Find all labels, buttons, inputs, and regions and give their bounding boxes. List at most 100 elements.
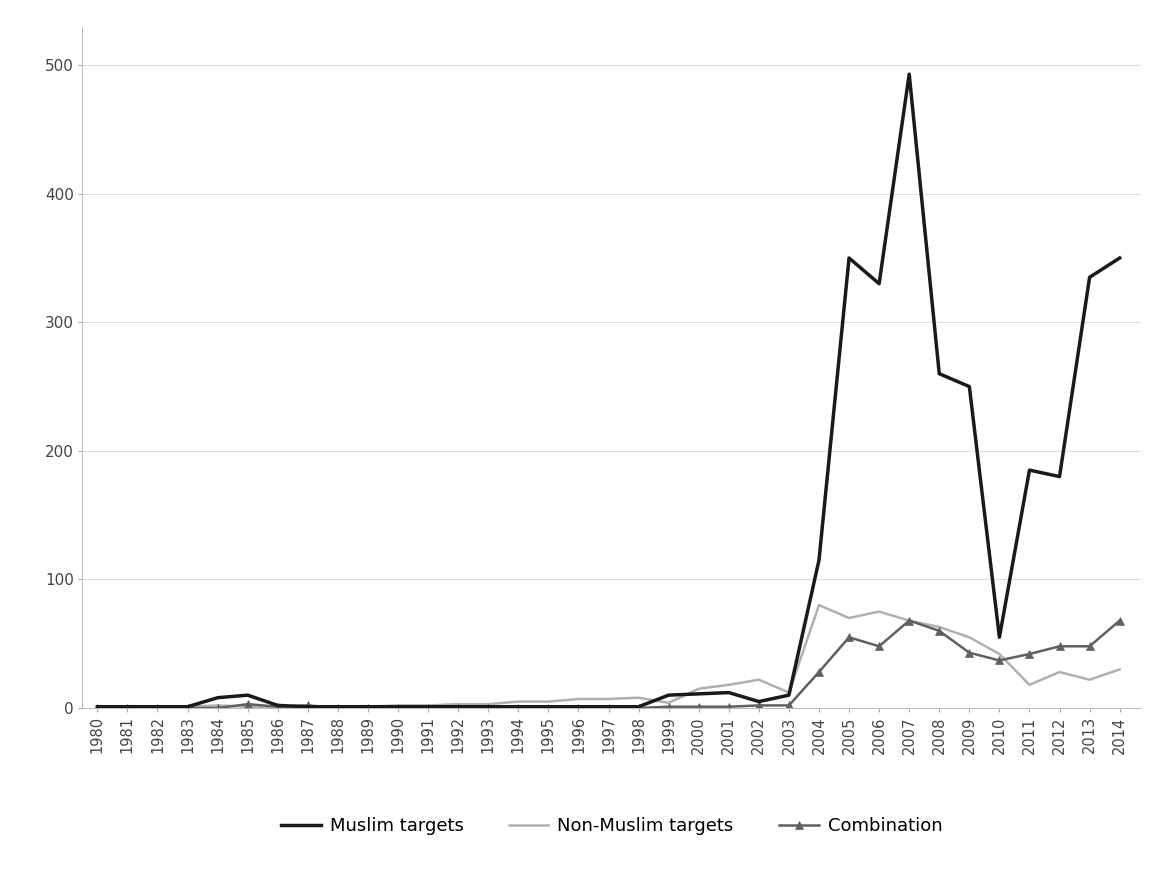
Muslim targets (91, 702, 105, 712)
Muslim targets (873, 279, 887, 289)
Combination (873, 641, 887, 651)
Non-Muslim targets (572, 694, 586, 704)
Non-Muslim targets (902, 615, 916, 626)
Non-Muslim targets (211, 700, 225, 711)
Line: Non-Muslim targets: Non-Muslim targets (98, 605, 1120, 707)
Non-Muslim targets (962, 632, 976, 643)
Non-Muslim targets (811, 600, 826, 611)
Non-Muslim targets (662, 697, 676, 708)
Non-Muslim targets (933, 621, 947, 632)
Muslim targets (962, 381, 976, 392)
Muslim targets (782, 689, 796, 700)
Non-Muslim targets (91, 702, 105, 712)
Muslim targets (270, 700, 285, 711)
Muslim targets (541, 702, 555, 712)
Muslim targets (211, 692, 225, 703)
Muslim targets (512, 702, 526, 712)
Combination (91, 703, 105, 713)
Non-Muslim targets (301, 702, 315, 712)
Combination (270, 702, 285, 712)
Line: Combination: Combination (94, 617, 1123, 712)
Combination (481, 703, 495, 713)
Muslim targets (993, 632, 1007, 643)
Non-Muslim targets (512, 696, 526, 707)
Muslim targets (390, 702, 405, 712)
Muslim targets (452, 702, 466, 712)
Non-Muslim targets (1022, 680, 1036, 690)
Non-Muslim targets (842, 612, 856, 623)
Non-Muslim targets (873, 606, 887, 617)
Muslim targets (1083, 272, 1097, 282)
Muslim targets (151, 702, 165, 712)
Non-Muslim targets (1083, 674, 1097, 685)
Muslim targets (632, 702, 646, 712)
Combination (842, 632, 856, 643)
Combination (601, 703, 615, 713)
Non-Muslim targets (452, 699, 466, 710)
Combination (1083, 641, 1097, 651)
Combination (330, 703, 345, 713)
Combination (691, 702, 706, 712)
Muslim targets (691, 689, 706, 699)
Legend: Muslim targets, Non-Muslim targets, Combination: Muslim targets, Non-Muslim targets, Comb… (281, 817, 942, 835)
Muslim targets (301, 702, 315, 712)
Muslim targets (902, 69, 916, 80)
Combination (452, 703, 466, 713)
Non-Muslim targets (691, 683, 706, 694)
Non-Muslim targets (601, 694, 615, 704)
Combination (390, 703, 405, 713)
Combination (541, 703, 555, 713)
Non-Muslim targets (180, 702, 194, 712)
Combination (993, 655, 1007, 666)
Muslim targets (361, 702, 375, 712)
Combination (361, 703, 375, 713)
Combination (962, 648, 976, 658)
Muslim targets (421, 702, 435, 712)
Muslim targets (722, 688, 736, 698)
Combination (632, 703, 646, 713)
Non-Muslim targets (1112, 664, 1127, 674)
Non-Muslim targets (632, 692, 646, 703)
Combination (751, 700, 766, 711)
Combination (180, 703, 194, 713)
Combination (572, 703, 586, 713)
Muslim targets (601, 702, 615, 712)
Combination (512, 703, 526, 713)
Non-Muslim targets (241, 702, 255, 712)
Combination (151, 703, 165, 713)
Non-Muslim targets (270, 702, 285, 712)
Combination (1112, 615, 1127, 626)
Non-Muslim targets (993, 649, 1007, 659)
Muslim targets (811, 555, 826, 566)
Muslim targets (1022, 465, 1036, 475)
Non-Muslim targets (722, 680, 736, 690)
Non-Muslim targets (361, 702, 375, 712)
Muslim targets (180, 702, 194, 712)
Combination (902, 615, 916, 626)
Muslim targets (1053, 471, 1067, 481)
Combination (933, 626, 947, 636)
Non-Muslim targets (541, 696, 555, 707)
Combination (811, 666, 826, 677)
Muslim targets (120, 702, 134, 712)
Combination (662, 702, 676, 712)
Non-Muslim targets (421, 700, 435, 711)
Muslim targets (330, 702, 345, 712)
Non-Muslim targets (120, 702, 134, 712)
Combination (421, 703, 435, 713)
Combination (120, 703, 134, 713)
Muslim targets (572, 702, 586, 712)
Non-Muslim targets (481, 699, 495, 710)
Muslim targets (751, 696, 766, 707)
Combination (211, 703, 225, 713)
Non-Muslim targets (751, 674, 766, 685)
Combination (1053, 641, 1067, 651)
Muslim targets (481, 702, 495, 712)
Muslim targets (662, 689, 676, 700)
Non-Muslim targets (1053, 666, 1067, 677)
Muslim targets (1112, 253, 1127, 264)
Muslim targets (842, 253, 856, 264)
Line: Muslim targets: Muslim targets (98, 74, 1120, 707)
Combination (241, 699, 255, 710)
Muslim targets (933, 368, 947, 379)
